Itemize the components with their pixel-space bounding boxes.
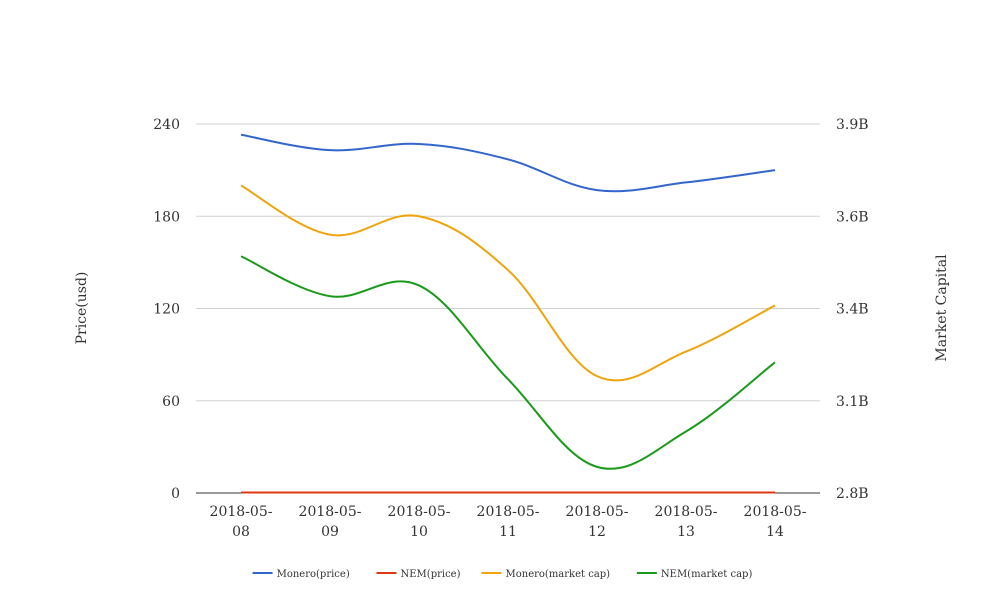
x-tick-label: 2018-05-14	[744, 504, 807, 540]
left-axis-title: Price(usd)	[74, 272, 90, 345]
series-line-nem-market-cap	[240, 255, 776, 470]
left-axis-ticks: 0 60 120 180 240	[153, 117, 180, 502]
x-axis-ticks: 2018-05-08 2018-05-09 2018-05-10 2018-05-11…	[210, 504, 807, 540]
left-tick-label: 60	[162, 394, 180, 410]
right-tick-label: 3.9B	[836, 117, 869, 133]
x-tick-label: 2018-05-13	[655, 504, 718, 540]
left-tick-label: 180	[153, 209, 180, 225]
right-tick-label: 2.8B	[836, 486, 869, 502]
x-tick-label: 2018-05-10	[388, 504, 451, 540]
left-tick-label: 120	[153, 302, 180, 318]
series-lines	[240, 133, 776, 494]
right-tick-label: 3.4B	[836, 302, 869, 318]
series-line-monero-market-cap	[240, 184, 776, 382]
legend-label-nem-price: NEM(price)	[401, 569, 461, 580]
right-tick-label: 3.6B	[836, 209, 869, 225]
grid-lines	[196, 123, 820, 494]
legend-label-nem-market-cap: NEM(market cap)	[661, 569, 753, 580]
legend: Monero(price) NEM(price) Monero(market cap…	[252, 569, 753, 580]
legend-label-monero-price: Monero(price)	[277, 569, 350, 580]
right-axis-title: Market Capital	[934, 254, 950, 362]
x-tick-label: 2018-05-09	[299, 504, 362, 540]
series-line-monero-price	[240, 133, 776, 193]
x-tick-label: 2018-05-08	[210, 504, 273, 540]
right-tick-label: 3.1B	[836, 394, 869, 410]
legend-label-monero-market-cap: Monero(market cap)	[506, 569, 611, 580]
left-tick-label: 240	[153, 117, 180, 133]
x-tick-label: 2018-05-12	[566, 504, 629, 540]
left-tick-label: 0	[171, 486, 180, 502]
right-axis-ticks: 2.8B 3.1B 3.4B 3.6B 3.9B	[836, 117, 869, 502]
x-tick-label: 2018-05-11	[477, 504, 540, 540]
